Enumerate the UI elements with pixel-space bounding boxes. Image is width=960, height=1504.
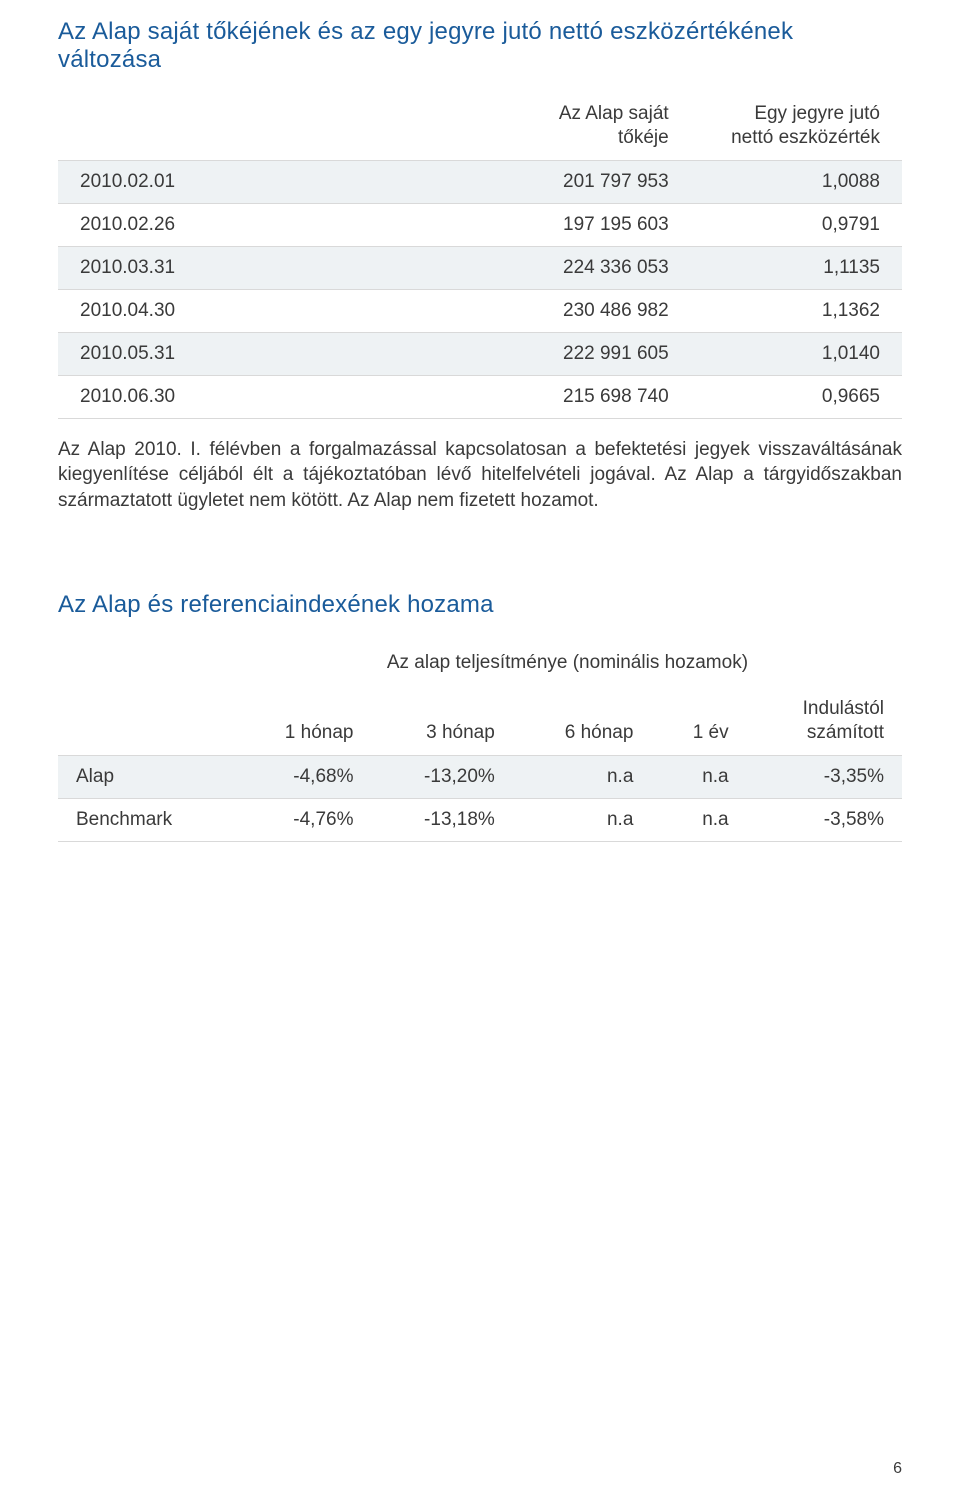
- nav-value-cell: 1,0088: [691, 160, 902, 203]
- nav-date-cell: 2010.06.30: [58, 375, 522, 418]
- nav-date-cell: 2010.02.01: [58, 160, 522, 203]
- perf-cell: n.a: [651, 755, 746, 798]
- table-row: 2010.02.26 197 195 603 0,9791: [58, 203, 902, 246]
- table-row: 2010.05.31 222 991 605 1,0140: [58, 332, 902, 375]
- perf-cell: -13,20%: [371, 755, 512, 798]
- section1-title: Az Alap saját tőkéjének és az egy jegyre…: [58, 18, 902, 74]
- table-row: 2010.06.30 215 698 740 0,9665: [58, 375, 902, 418]
- perf-label-cell: Alap: [58, 755, 233, 798]
- perf-cell: -3,35%: [747, 755, 902, 798]
- perf-cell: -13,18%: [371, 798, 512, 841]
- perf-header-6m: 6 hónap: [513, 687, 652, 755]
- nav-value-cell: 1,1135: [691, 246, 902, 289]
- perf-header-inception-line1: Indulástól: [803, 698, 884, 719]
- perf-header-inception-line2: számított: [807, 722, 884, 743]
- nav-header-equity-line1: Az Alap saját: [559, 103, 669, 124]
- nav-header-nav: Egy jegyre jutó nettó eszközérték: [691, 96, 902, 160]
- perf-header-inception: Indulástól számított: [747, 687, 902, 755]
- nav-equity-cell: 197 195 603: [522, 203, 691, 246]
- perf-header-3m: 3 hónap: [371, 687, 512, 755]
- nav-equity-cell: 230 486 982: [522, 289, 691, 332]
- nav-header-nav-line1: Egy jegyre jutó: [754, 103, 880, 124]
- perf-label-cell: Benchmark: [58, 798, 233, 841]
- nav-equity-cell: 224 336 053: [522, 246, 691, 289]
- table-row: 2010.04.30 230 486 982 1,1362: [58, 289, 902, 332]
- nav-header-nav-line2: nettó eszközérték: [731, 127, 880, 148]
- perf-caption-row: Az alap teljesítménye (nominális hozamok…: [58, 641, 902, 687]
- nav-equity-cell: 222 991 605: [522, 332, 691, 375]
- nav-date-cell: 2010.02.26: [58, 203, 522, 246]
- nav-table-header-row: Az Alap saját tőkéje Egy jegyre jutó net…: [58, 96, 902, 160]
- section1-paragraph: Az Alap 2010. I. félévben a forgalmazáss…: [58, 437, 902, 514]
- table-row: Benchmark -4,76% -13,18% n.a n.a -3,58%: [58, 798, 902, 841]
- nav-date-cell: 2010.05.31: [58, 332, 522, 375]
- nav-header-equity: Az Alap saját tőkéje: [522, 96, 691, 160]
- section-gap: [58, 513, 902, 591]
- perf-cell: -4,76%: [233, 798, 372, 841]
- table-row: Alap -4,68% -13,20% n.a n.a -3,35%: [58, 755, 902, 798]
- nav-date-cell: 2010.04.30: [58, 289, 522, 332]
- page-number: 6: [893, 1460, 902, 1478]
- perf-cell: -3,58%: [747, 798, 902, 841]
- nav-value-cell: 0,9791: [691, 203, 902, 246]
- table-row: 2010.03.31 224 336 053 1,1135: [58, 246, 902, 289]
- perf-cell: -4,68%: [233, 755, 372, 798]
- nav-date-cell: 2010.03.31: [58, 246, 522, 289]
- nav-value-cell: 1,1362: [691, 289, 902, 332]
- nav-equity-cell: 215 698 740: [522, 375, 691, 418]
- nav-value-cell: 0,9665: [691, 375, 902, 418]
- nav-equity-cell: 201 797 953: [522, 160, 691, 203]
- section2-title: Az Alap és referenciaindexének hozama: [58, 591, 902, 619]
- perf-cell: n.a: [651, 798, 746, 841]
- nav-header-empty: [58, 96, 522, 160]
- performance-table: Az alap teljesítménye (nominális hozamok…: [58, 641, 902, 841]
- nav-value-cell: 1,0140: [691, 332, 902, 375]
- perf-caption: Az alap teljesítménye (nominális hozamok…: [233, 641, 902, 687]
- page-container: Az Alap saját tőkéjének és az egy jegyre…: [0, 0, 960, 842]
- perf-header-row: 1 hónap 3 hónap 6 hónap 1 év Indulástól …: [58, 687, 902, 755]
- perf-cell: n.a: [513, 755, 652, 798]
- perf-header-1m: 1 hónap: [233, 687, 372, 755]
- perf-header-empty2: [58, 687, 233, 755]
- table-row: 2010.02.01 201 797 953 1,0088: [58, 160, 902, 203]
- perf-header-1y: 1 év: [651, 687, 746, 755]
- perf-header-empty: [58, 641, 233, 687]
- perf-cell: n.a: [513, 798, 652, 841]
- nav-table: Az Alap saját tőkéje Egy jegyre jutó net…: [58, 96, 902, 419]
- nav-header-equity-line2: tőkéje: [618, 127, 669, 148]
